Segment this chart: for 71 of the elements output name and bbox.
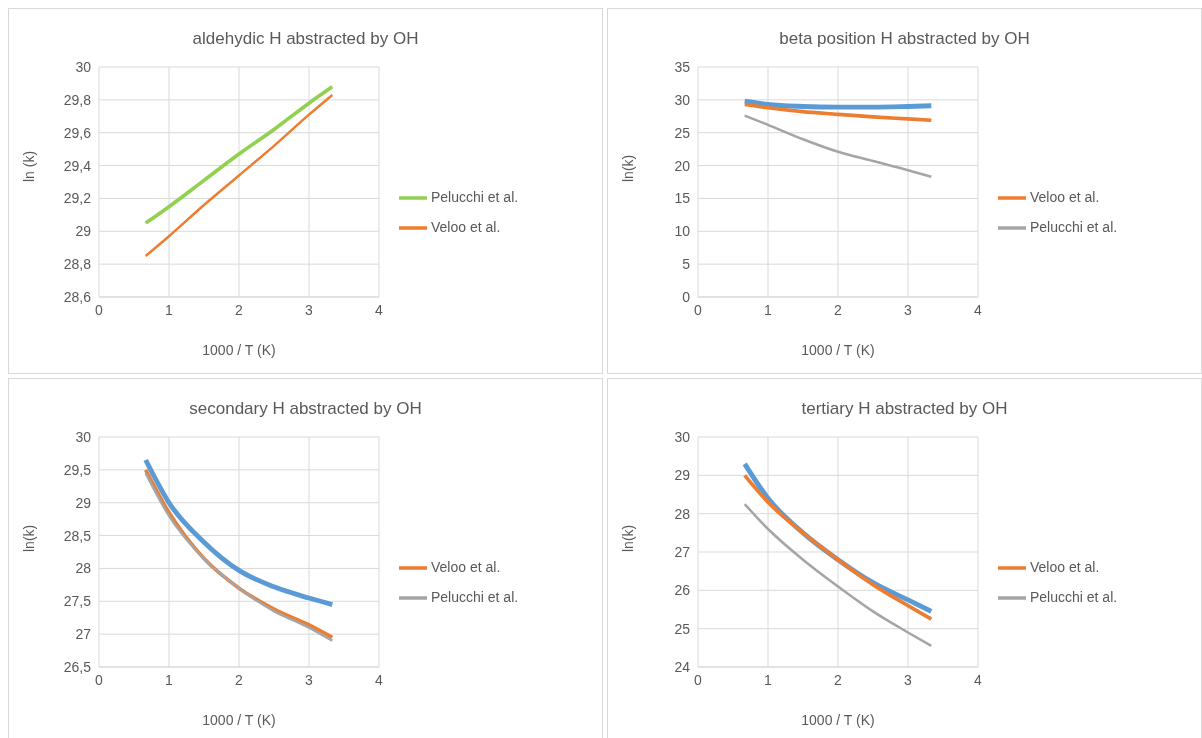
legend-label: Pelucchi et al. <box>1030 589 1118 605</box>
x-tick-label: 2 <box>235 301 244 318</box>
chart-title: beta position H abstracted by OH <box>778 28 1031 50</box>
y-tick-label: 25 <box>674 620 691 637</box>
y-tick-label: 24 <box>674 658 691 675</box>
legend-label: Pelucchi et al. <box>431 188 519 205</box>
y-tick-label: 15 <box>674 190 691 207</box>
y-tick-label: 29,2 <box>63 190 92 207</box>
y-tick-label: 10 <box>674 223 691 240</box>
y-tick-label: 29,4 <box>63 157 92 174</box>
x-tick-label: 2 <box>235 671 244 688</box>
y-tick-label: 0 <box>682 288 691 305</box>
chart-title: tertiary H abstracted by OH <box>800 398 1009 420</box>
y-tick-label: 29 <box>75 494 92 511</box>
x-axis-title: 1000 / T (K) <box>801 712 875 728</box>
y-tick-label: 30 <box>75 428 92 445</box>
y-tick-label: 29 <box>674 467 691 484</box>
y-tick-label: 27 <box>75 626 92 643</box>
y-tick-label: 35 <box>674 58 691 75</box>
x-tick-label: 1 <box>764 671 773 688</box>
y-tick-label: 28,8 <box>63 256 92 273</box>
y-tick-label: 29,6 <box>63 124 92 141</box>
x-tick-label: 1 <box>165 301 174 318</box>
x-axis-title: 1000 / T (K) <box>202 342 276 358</box>
x-axis-title: 1000 / T (K) <box>202 712 276 728</box>
chart-title: secondary H abstracted by OH <box>188 398 423 420</box>
y-tick-label: 27,5 <box>63 593 92 610</box>
y-tick-label: 29,5 <box>63 461 92 478</box>
x-tick-label: 3 <box>305 671 314 688</box>
x-tick-label: 4 <box>974 671 983 688</box>
x-tick-label: 0 <box>694 301 703 318</box>
y-tick-label: 30 <box>674 428 691 445</box>
y-tick-label: 28,5 <box>63 527 92 544</box>
y-tick-label: 27 <box>674 543 691 560</box>
x-tick-label: 4 <box>375 671 384 688</box>
x-tick-label: 0 <box>694 671 703 688</box>
legend-label: Pelucchi et al. <box>431 589 519 605</box>
y-axis-title: ln(k) <box>619 524 636 552</box>
y-axis-title: ln (k) <box>20 150 37 182</box>
legend-label: Veloo et al. <box>1030 188 1100 205</box>
x-tick-label: 2 <box>834 301 843 318</box>
legend-label: Veloo et al. <box>431 219 501 235</box>
y-axis-title: ln(k) <box>619 154 636 182</box>
chart-title: aldehydic H abstracted by OH <box>191 28 420 50</box>
y-tick-label: 29 <box>75 223 92 240</box>
x-axis-title: 1000 / T (K) <box>801 342 875 358</box>
y-tick-label: 30 <box>75 58 92 75</box>
x-tick-label: 1 <box>764 301 773 318</box>
x-tick-label: 2 <box>834 671 843 688</box>
y-tick-label: 28 <box>75 560 92 577</box>
y-tick-label: 26 <box>674 582 691 599</box>
x-tick-label: 3 <box>904 301 913 318</box>
legend-label: Veloo et al. <box>431 558 501 575</box>
x-tick-label: 0 <box>95 301 104 318</box>
y-tick-label: 25 <box>674 124 691 141</box>
y-tick-label: 5 <box>682 256 691 273</box>
x-tick-label: 4 <box>375 301 384 318</box>
legend-label: Pelucchi et al. <box>1030 219 1118 235</box>
x-tick-label: 3 <box>904 671 913 688</box>
y-axis-title: ln(k) <box>20 524 37 552</box>
y-tick-label: 28,6 <box>63 288 92 305</box>
y-tick-label: 20 <box>674 157 691 174</box>
x-tick-label: 3 <box>305 301 314 318</box>
y-tick-label: 29,8 <box>63 91 92 108</box>
y-tick-label: 28 <box>674 505 691 522</box>
x-tick-label: 0 <box>95 671 104 688</box>
y-tick-label: 26,5 <box>63 658 92 675</box>
legend-label: Veloo et al. <box>1030 558 1100 575</box>
x-tick-label: 4 <box>974 301 983 318</box>
y-tick-label: 30 <box>674 91 691 108</box>
x-tick-label: 1 <box>165 671 174 688</box>
